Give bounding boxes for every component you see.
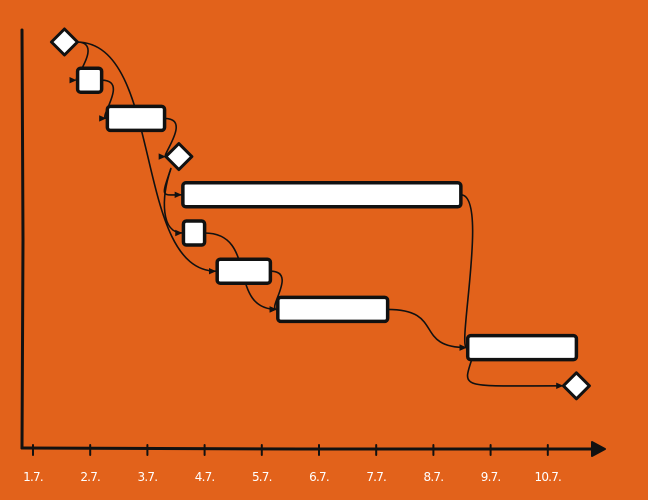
x-axis-ticks: 1.7. 2.7. 3.7. 4.7. 5.7. 6.7. 7.7. 8.7. 9.7. 10.7… <box>23 444 562 484</box>
task-bar <box>181 219 207 247</box>
task-bar <box>75 66 104 94</box>
task-bar <box>215 257 273 285</box>
task-bar <box>465 333 579 362</box>
x-tick-label: 8.7. <box>424 470 444 484</box>
x-tick-label: 4.7. <box>195 470 215 484</box>
x-tick-label: 6.7. <box>309 470 329 484</box>
dependency-arrow <box>163 167 184 237</box>
x-axis-arrowhead <box>591 441 606 457</box>
x-tick-label: 7.7. <box>366 470 386 484</box>
x-tick-label: 9.7. <box>481 470 501 484</box>
x-tick-label: 10.7. <box>535 470 562 484</box>
dependency-arrow <box>386 308 468 351</box>
y-axis-line <box>20 28 25 450</box>
dependency-arrow <box>99 79 115 122</box>
dependency-arrow <box>75 41 217 275</box>
task-bar <box>276 295 390 324</box>
milestone-diamond <box>49 27 79 57</box>
task-bars <box>49 27 591 401</box>
x-tick-label: 3.7. <box>138 470 158 484</box>
x-tick-label: 5.7. <box>252 470 272 484</box>
x-axis-line <box>20 446 600 451</box>
dependency-arrow <box>466 358 565 390</box>
axes <box>20 28 606 457</box>
milestone-diamond <box>561 371 591 401</box>
x-tick-label: 2.7. <box>80 470 100 484</box>
milestone-diamond <box>164 142 194 172</box>
task-bar <box>105 104 167 133</box>
x-tick-label: 1.7. <box>23 470 43 484</box>
task-bar <box>181 181 463 209</box>
dependency-arrow <box>459 194 474 351</box>
